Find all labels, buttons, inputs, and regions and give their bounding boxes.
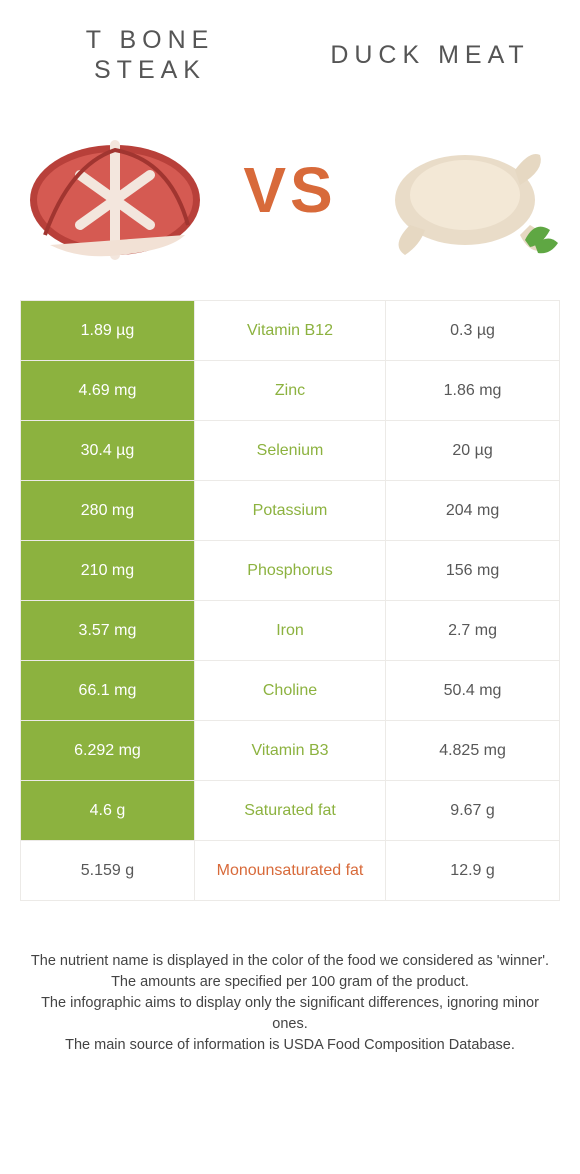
table-row: 280 mgPotassium204 mg <box>21 480 559 540</box>
nutrient-name-cell: Vitamin B12 <box>195 301 385 360</box>
right-value-cell: 4.825 mg <box>385 721 559 780</box>
right-value-cell: 12.9 g <box>385 841 559 900</box>
table-row: 1.89 µgVitamin B120.3 µg <box>21 300 559 360</box>
nutrient-name-cell: Selenium <box>195 421 385 480</box>
nutrient-table: 1.89 µgVitamin B120.3 µg4.69 mgZinc1.86 … <box>20 300 560 901</box>
right-value-cell: 2.7 mg <box>385 601 559 660</box>
left-food-title-line1: T BONE <box>86 26 215 54</box>
nutrient-name-cell: Saturated fat <box>195 781 385 840</box>
right-value-cell: 156 mg <box>385 541 559 600</box>
hero-row: VS <box>0 100 580 300</box>
footnote-line: The amounts are specified per 100 gram o… <box>30 972 550 993</box>
right-food-image <box>370 115 560 265</box>
right-value-cell: 20 µg <box>385 421 559 480</box>
left-food-title-line2: STEAK <box>94 56 206 84</box>
nutrient-name-cell: Monounsaturated fat <box>195 841 385 900</box>
left-food-image <box>20 115 210 265</box>
left-value-cell: 3.57 mg <box>21 601 195 660</box>
table-row: 5.159 gMonounsaturated fat12.9 g <box>21 840 559 900</box>
right-value-cell: 0.3 µg <box>385 301 559 360</box>
table-row: 66.1 mgCholine50.4 mg <box>21 660 559 720</box>
right-value-cell: 204 mg <box>385 481 559 540</box>
nutrient-name-cell: Phosphorus <box>195 541 385 600</box>
nutrient-name-cell: Choline <box>195 661 385 720</box>
table-row: 210 mgPhosphorus156 mg <box>21 540 559 600</box>
nutrient-name-cell: Zinc <box>195 361 385 420</box>
vs-label: VS <box>243 153 336 227</box>
right-value-cell: 1.86 mg <box>385 361 559 420</box>
left-value-cell: 4.69 mg <box>21 361 195 420</box>
table-row: 3.57 mgIron2.7 mg <box>21 600 559 660</box>
footnote-line: The nutrient name is displayed in the co… <box>30 951 550 972</box>
left-value-cell: 1.89 µg <box>21 301 195 360</box>
nutrient-name-cell: Vitamin B3 <box>195 721 385 780</box>
right-value-cell: 50.4 mg <box>385 661 559 720</box>
left-value-cell: 4.6 g <box>21 781 195 840</box>
left-value-cell: 66.1 mg <box>21 661 195 720</box>
table-row: 4.6 gSaturated fat9.67 g <box>21 780 559 840</box>
header: T BONE STEAK DUCK MEAT <box>0 0 580 100</box>
footnote-line: The infographic aims to display only the… <box>30 993 550 1035</box>
left-value-cell: 30.4 µg <box>21 421 195 480</box>
left-value-cell: 6.292 mg <box>21 721 195 780</box>
right-food-title: DUCK MEAT <box>310 40 550 70</box>
footnotes: The nutrient name is displayed in the co… <box>0 901 580 1056</box>
left-value-cell: 280 mg <box>21 481 195 540</box>
left-value-cell: 5.159 g <box>21 841 195 900</box>
left-value-cell: 210 mg <box>21 541 195 600</box>
right-value-cell: 9.67 g <box>385 781 559 840</box>
nutrient-name-cell: Iron <box>195 601 385 660</box>
table-row: 6.292 mgVitamin B34.825 mg <box>21 720 559 780</box>
left-food-title: T BONE STEAK <box>30 25 270 85</box>
nutrient-name-cell: Potassium <box>195 481 385 540</box>
table-row: 4.69 mgZinc1.86 mg <box>21 360 559 420</box>
table-row: 30.4 µgSelenium20 µg <box>21 420 559 480</box>
footnote-line: The main source of information is USDA F… <box>30 1035 550 1056</box>
